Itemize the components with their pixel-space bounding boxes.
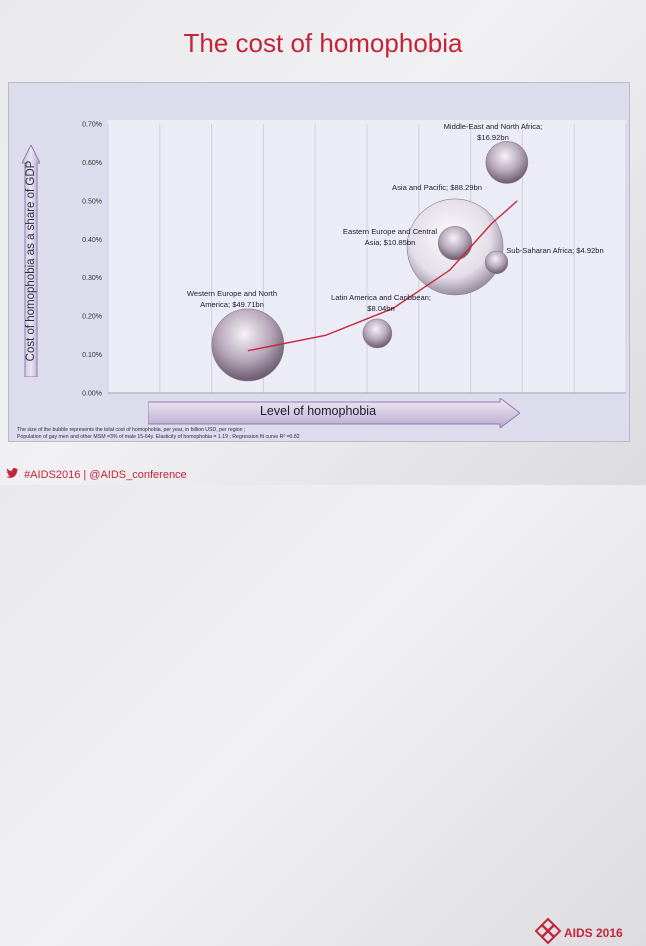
- twitter-bird-icon: [6, 468, 18, 478]
- footnote-line-1: The size of the bubble represents the to…: [17, 427, 246, 433]
- bubble: [437, 226, 473, 261]
- footer-hashtags: #AIDS2016 | @AIDS_conference: [24, 469, 187, 481]
- bubble-label: Western Europe and North America; $49.71b…: [187, 289, 277, 309]
- x-axis-label: Level of homophobia: [259, 404, 377, 418]
- trendline-group: [247, 200, 518, 352]
- bubble-label-line: Western Europe and North: [187, 289, 277, 298]
- bubble-label-line: Latin America and Caribbean;: [331, 293, 431, 302]
- bubble-label: Middle-East and North Africa; $16.92bn: [444, 122, 543, 142]
- bubble-label: Sub-Saharan Africa; $4.92bn: [506, 246, 604, 255]
- aids-logo-icon: [534, 917, 562, 945]
- bubble-label-line: America; $49.71bn: [200, 300, 264, 309]
- y-tick-label: 0.70%: [82, 122, 102, 129]
- footer-hashtags-row: #AIDS2016 | @AIDS_conference: [6, 468, 187, 481]
- slide-title: The cost of homophobia: [183, 28, 463, 58]
- aids2016-logo: AIDS 2016: [532, 916, 642, 946]
- bubble-chart: 0.00% 0.10% 0.20% 0.30% 0.40% 0.50% 0.60% 0.70%…: [82, 122, 627, 398]
- grid-lines: [107, 124, 627, 394]
- y-axis-arrow-group: Cost of homophobia as a share of GDP: [14, 145, 48, 377]
- y-tick-labels: 0.00% 0.10% 0.20% 0.30% 0.40% 0.50% 0.60% 0.70%: [82, 122, 102, 398]
- bubble-label-line: $16.92bn: [477, 133, 509, 142]
- y-tick-label: 0.40%: [82, 237, 102, 244]
- y-tick-label: 0.10%: [82, 352, 102, 359]
- y-tick-label: 0.60%: [82, 160, 102, 167]
- bubble-label-line: Sub-Saharan Africa; $4.92bn: [506, 246, 604, 255]
- up-arrow-icon: [22, 145, 40, 377]
- bubble-label: Eastern Europe and Central Asia; $10.85bn: [343, 227, 437, 247]
- bubbles: [211, 141, 529, 382]
- bubble-label: Asia and Pacific; $88.29bn: [392, 183, 482, 192]
- bubble-label-line: Asia and Pacific; $88.29bn: [392, 183, 482, 192]
- bubble-label-line: Middle-East and North Africa;: [444, 122, 543, 131]
- footnote-line-2: Population of gay men and other MSM =3% …: [17, 434, 300, 440]
- y-tick-label: 0.00%: [82, 391, 102, 398]
- bubble: [485, 141, 529, 184]
- bubble-label: Latin America and Caribbean; $8.04bn: [331, 293, 431, 313]
- right-arrow-icon: [148, 398, 520, 428]
- trendline: [247, 200, 518, 352]
- bubble-label-line: Asia; $10.85bn: [365, 238, 416, 247]
- bubble-labels: Western Europe and North America; $49.71b…: [187, 122, 604, 313]
- logo-text: AIDS 2016: [564, 926, 623, 940]
- bubble-label-line: Eastern Europe and Central: [343, 227, 437, 236]
- bubble: [211, 308, 285, 382]
- y-tick-label: 0.50%: [82, 198, 102, 205]
- bubble-label-line: $8.04bn: [367, 304, 394, 313]
- bubble: [484, 250, 509, 274]
- bubble: [362, 318, 393, 349]
- y-tick-label: 0.30%: [82, 275, 102, 282]
- y-tick-label: 0.20%: [82, 314, 102, 321]
- slide-footer: #AIDS2016 | @AIDS_conference AIDS 2016: [0, 462, 646, 945]
